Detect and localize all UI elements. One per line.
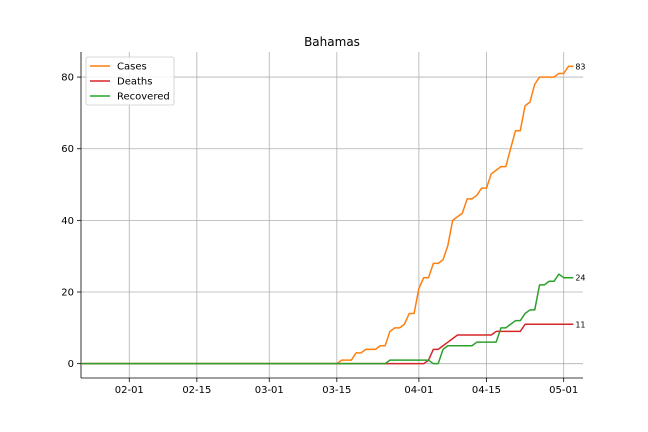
end-label-cases: 83 <box>575 62 585 71</box>
legend-label-deaths: Deaths <box>117 77 152 88</box>
series-line-recovered <box>81 273 574 365</box>
x-tick-label: 03-15 <box>322 385 351 396</box>
x-tick-label: 04-15 <box>472 385 501 396</box>
x-tick-label: 02-15 <box>182 385 211 396</box>
x-tick-label: 02-01 <box>115 385 144 396</box>
end-labels: 83 11 24 <box>575 62 585 329</box>
x-tick-label: 03-01 <box>255 385 284 396</box>
y-tick-label: 20 <box>61 288 74 299</box>
end-label-recovered: 24 <box>575 274 585 283</box>
y-tick-label: 40 <box>61 216 74 227</box>
x-tick-label: 05-01 <box>549 385 578 396</box>
y-tick-label: 0 <box>68 359 74 370</box>
series-line-cases <box>81 65 574 365</box>
x-tick-label: 04-01 <box>404 385 433 396</box>
y-tick-label: 60 <box>61 144 74 155</box>
axes: 02-01 02-15 03-01 03-15 04-01 04-15 05-01 0 20 40… <box>61 52 583 396</box>
legend-label-cases: Cases <box>117 62 147 73</box>
chart-title: Bahamas <box>304 35 360 49</box>
y-tick-label: 80 <box>61 73 74 84</box>
series-lines <box>81 65 574 365</box>
legend: Cases Deaths Recovered <box>85 56 175 106</box>
legend-box <box>85 56 175 106</box>
series-line-deaths <box>81 323 574 365</box>
end-label-deaths: 11 <box>575 320 585 329</box>
legend-label-recovered: Recovered <box>117 92 170 103</box>
